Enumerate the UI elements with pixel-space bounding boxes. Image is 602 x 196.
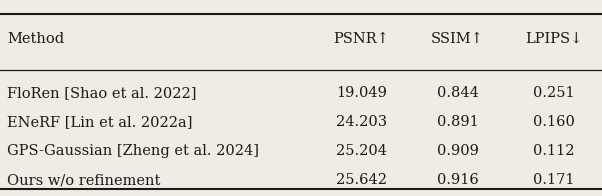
Text: 0.909: 0.909 <box>436 144 479 158</box>
Text: 19.049: 19.049 <box>336 86 386 100</box>
Text: 25.642: 25.642 <box>336 173 386 187</box>
Text: Method: Method <box>7 32 64 46</box>
Text: 0.891: 0.891 <box>436 115 479 129</box>
Text: FloRen [Shao et al. 2022]: FloRen [Shao et al. 2022] <box>7 86 197 100</box>
Text: 25.204: 25.204 <box>336 144 386 158</box>
Text: 0.160: 0.160 <box>533 115 575 129</box>
Text: 0.171: 0.171 <box>533 173 574 187</box>
Text: 0.251: 0.251 <box>533 86 575 100</box>
Text: 0.916: 0.916 <box>436 173 479 187</box>
Text: GPS-Gaussian [Zheng et al. 2024]: GPS-Gaussian [Zheng et al. 2024] <box>7 144 259 158</box>
Text: LPIPS↓: LPIPS↓ <box>525 32 583 46</box>
Text: ENeRF [Lin et al. 2022a]: ENeRF [Lin et al. 2022a] <box>7 115 193 129</box>
Text: PSNR↑: PSNR↑ <box>334 32 389 46</box>
Text: 24.203: 24.203 <box>336 115 386 129</box>
Text: 0.844: 0.844 <box>436 86 479 100</box>
Text: Ours w/o refinement: Ours w/o refinement <box>7 173 161 187</box>
Text: SSIM↑: SSIM↑ <box>431 32 484 46</box>
Text: 0.112: 0.112 <box>533 144 574 158</box>
